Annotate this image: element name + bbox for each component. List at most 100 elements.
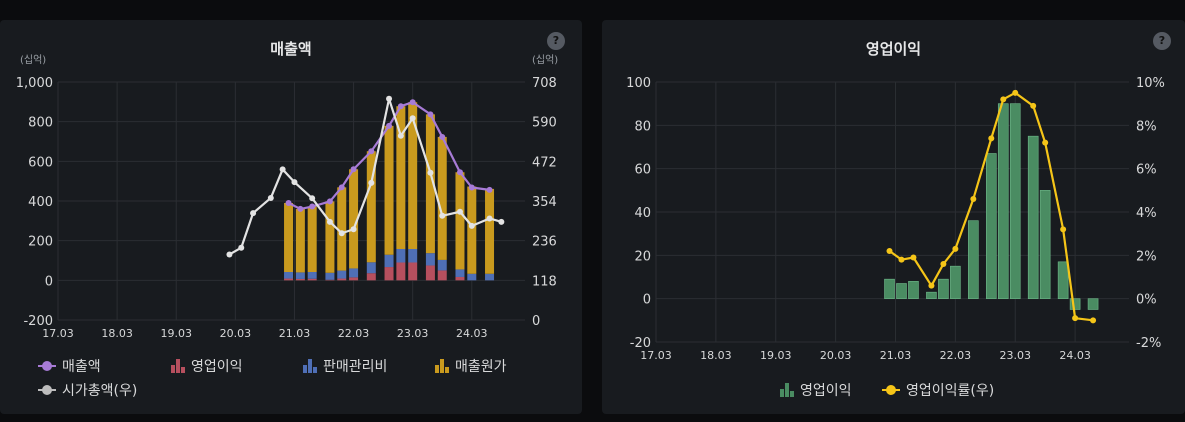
revenue-line-point: [468, 184, 475, 191]
market-cap-line-point: [279, 166, 286, 173]
market-cap-line-point: [368, 179, 375, 186]
panel-title: 매출액: [270, 40, 312, 58]
market-cap-line-point: [350, 226, 357, 233]
op-profit-bar: [968, 220, 979, 299]
y-right-tick-label: 6%: [1136, 163, 1157, 178]
y-left-tick-label: 0: [643, 293, 651, 308]
op-margin-line-point: [910, 254, 917, 261]
line-marker-icon: [38, 361, 56, 371]
market-cap-line-point: [326, 218, 333, 225]
x-tick-label: 24.03: [456, 327, 488, 340]
cogs-bar: [295, 208, 305, 273]
bar-chart-icon: [780, 383, 794, 397]
y-left-tick-label: 600: [28, 155, 53, 170]
market-cap-line-point: [409, 115, 416, 122]
y-right-tick-label: 708: [532, 76, 557, 91]
y-right-tick-label: -2%: [1136, 336, 1161, 351]
cogs-bar: [366, 151, 376, 263]
legend-item[interactable]: 시가총액(우): [38, 380, 137, 400]
op-profit-bar: [455, 276, 465, 281]
market-cap-line-point: [468, 222, 475, 229]
legend-item[interactable]: 매출액: [38, 356, 101, 376]
legend-label: 영업이익: [191, 359, 243, 375]
cogs-bar: [437, 136, 447, 260]
y-right-tick-label: 2%: [1136, 249, 1157, 264]
operating-profit-panel: 영업이익 ? 100 10% 80 8% 60 6% 40 4% 20 2% 0 0% -20 -2% 17…: [602, 20, 1185, 414]
x-tick-label: 20.03: [820, 349, 852, 362]
op-profit-bar: [307, 278, 317, 281]
legend-item[interactable]: 매출원가: [435, 356, 507, 376]
op-margin-line-point: [1012, 89, 1019, 96]
revenue-line-point: [427, 111, 434, 118]
op-margin-line-point: [928, 282, 935, 289]
op-profit-bar: [325, 279, 335, 281]
market-cap-line-point: [338, 230, 345, 237]
op-margin-line-point: [1090, 317, 1097, 324]
x-tick-label: 17.03: [640, 349, 672, 362]
sga-bar: [455, 269, 465, 277]
x-tick-label: 24.03: [1059, 349, 1091, 362]
y-left-unit-label: (십억): [20, 54, 46, 66]
cogs-bar: [349, 169, 359, 269]
op-profit-bar: [1039, 190, 1051, 299]
legend-item[interactable]: 판매관리비: [303, 356, 387, 376]
op-profit-bar: [884, 278, 895, 299]
revenue-line-point: [456, 169, 463, 176]
op-margin-line-point: [1042, 139, 1049, 146]
legend-label: 시가총액(우): [62, 383, 138, 399]
market-cap-line: [228, 97, 502, 256]
sga-bar: [307, 272, 317, 279]
cogs-bar: [284, 202, 294, 273]
revenue-line-point: [338, 184, 345, 191]
revenue-line-point: [409, 99, 416, 106]
y-right-tick-label: 0: [532, 314, 540, 329]
legend-label: 판매관리비: [323, 359, 388, 375]
y-right-unit-label: (십억): [532, 54, 558, 66]
y-left-tick-label: 1,000: [16, 76, 53, 91]
op-profit-bar: [926, 291, 937, 299]
cogs-bar: [467, 186, 477, 274]
y-left-tick-label: 100: [626, 76, 651, 91]
x-tick-label: 18.03: [700, 349, 732, 362]
help-icon[interactable]: ?: [547, 32, 565, 50]
y-right-tick-label: 472: [532, 155, 557, 170]
legend-item[interactable]: 영업이익: [171, 356, 243, 376]
revenue-line-point: [368, 148, 375, 155]
y-left-tick-label: 20: [634, 249, 651, 264]
sga-bar: [295, 272, 305, 279]
cogs-bar: [384, 125, 394, 255]
cogs-bar: [455, 172, 465, 270]
cogs-bar: [396, 106, 406, 249]
legend-item[interactable]: 영업이익: [780, 380, 852, 400]
op-profit-bar: [896, 283, 907, 299]
revenue-line-point: [350, 166, 357, 173]
op-profit-bar: [985, 153, 997, 299]
y-left-tick-label: -20: [630, 336, 651, 351]
op-margin-line-point: [1030, 102, 1037, 109]
revenue-line-point: [326, 198, 333, 205]
revenue-line-point: [397, 103, 404, 110]
market-cap-line-point: [397, 132, 404, 139]
x-tick-label: 17.03: [42, 327, 74, 340]
op-profit-bar: [908, 281, 919, 299]
op-profit-bar: [997, 103, 1009, 299]
legend-label: 영업이익률(우): [906, 383, 995, 399]
op-profit-bar: [408, 262, 418, 281]
y-right-tick-label: 8%: [1136, 119, 1157, 134]
x-tick-label: 19.03: [760, 349, 792, 362]
x-tick-label: 20.03: [220, 327, 252, 340]
sga-bar: [366, 262, 376, 274]
legend-item[interactable]: 영업이익률(우): [882, 380, 994, 400]
market-cap-line-point: [456, 208, 463, 215]
cogs-bar: [307, 206, 317, 273]
revenue-panel: 매출액 ? 1,000 708 800 590 600 472 400 354 200 236 0 1…: [0, 20, 582, 414]
revenue-line-point: [486, 186, 493, 193]
revenue-line-point: [439, 133, 446, 140]
revenue-line-point: [297, 205, 304, 212]
help-icon[interactable]: ?: [1153, 32, 1171, 50]
op-margin-line-point: [988, 135, 995, 142]
sga-bar: [437, 259, 447, 271]
op-profit-bar: [950, 265, 961, 299]
x-tick-label: 22.03: [940, 349, 972, 362]
market-cap-line-point: [486, 215, 493, 222]
